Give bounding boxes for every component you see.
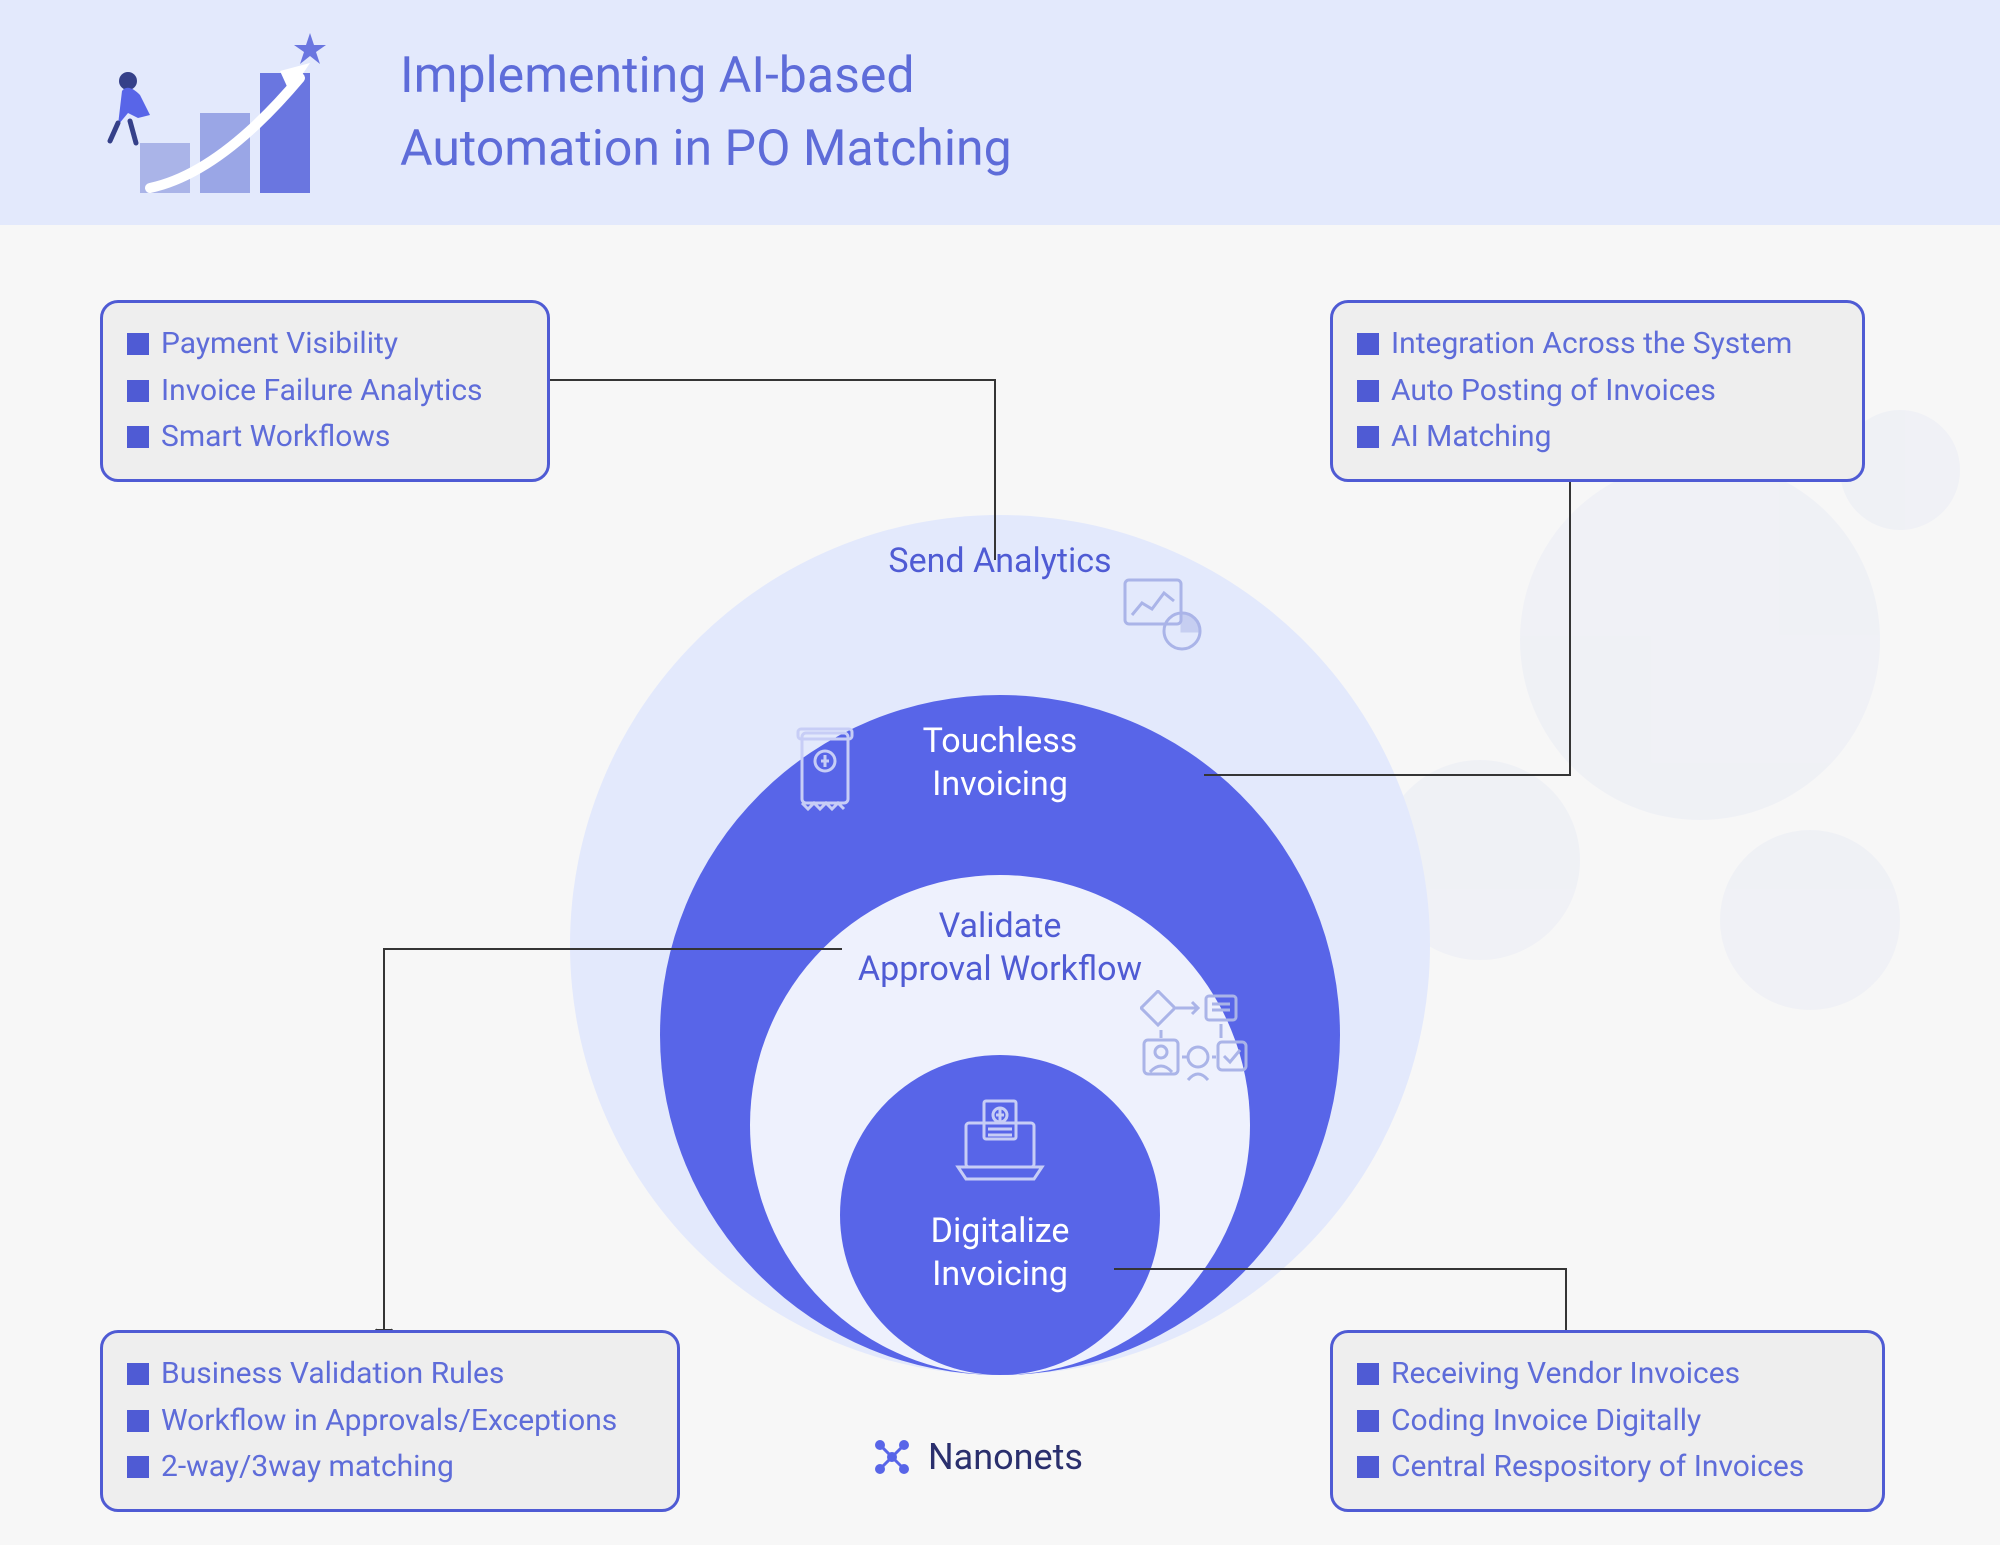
label-mid-1: Touchless <box>923 721 1078 761</box>
title-line-1: Implementing AI-based <box>400 47 915 105</box>
laptop-invoice-icon <box>950 1095 1050 1185</box>
callout-text: Coding Invoice Digitally <box>1391 1398 1701 1445</box>
callout-item: Invoice Failure Analytics <box>127 368 523 415</box>
callout-item: Central Respository of Invoices <box>1357 1444 1858 1491</box>
brand-icon <box>870 1435 914 1479</box>
callout-text: Central Respository of Invoices <box>1391 1444 1804 1491</box>
callout-item: Business Validation Rules <box>127 1351 653 1398</box>
callout-text: Smart Workflows <box>161 414 390 461</box>
callout-item: 2-way/3way matching <box>127 1444 653 1491</box>
workflow-icon <box>1140 990 1250 1090</box>
receipt-icon <box>790 725 860 815</box>
callout-text: Auto Posting of Invoices <box>1391 368 1716 415</box>
title-line-2: Automation in PO Matching <box>400 120 1012 178</box>
callout-text: AI Matching <box>1391 414 1551 461</box>
callout-item: AI Matching <box>1357 414 1838 461</box>
label-mid-2: Invoicing <box>932 764 1068 804</box>
callout-text: Business Validation Rules <box>161 1351 504 1398</box>
callout-bottom-left: Business Validation Rules Workflow in Ap… <box>100 1330 680 1512</box>
label-inner-1: Validate <box>939 906 1062 946</box>
callout-text: Integration Across the System <box>1391 321 1792 368</box>
callout-top-right: Integration Across the System Auto Posti… <box>1330 300 1865 482</box>
callout-bottom-right: Receiving Vendor Invoices Coding Invoice… <box>1330 1330 1885 1512</box>
diagram-area: Send Analytics Touchless Invoicing Valid… <box>0 225 2000 1545</box>
label-core-2: Invoicing <box>932 1254 1068 1294</box>
callout-item: Payment Visibility <box>127 321 523 368</box>
label-core: Digitalize Invoicing <box>880 1210 1120 1295</box>
growth-icon <box>100 23 360 203</box>
callout-top-left: Payment Visibility Invoice Failure Analy… <box>100 300 550 482</box>
callout-text: 2-way/3way matching <box>161 1444 454 1491</box>
page-title: Implementing AI-based Automation in PO M… <box>400 40 1012 185</box>
callout-item: Coding Invoice Digitally <box>1357 1398 1858 1445</box>
callout-text: Invoice Failure Analytics <box>161 368 483 415</box>
callout-text: Payment Visibility <box>161 321 398 368</box>
connector-tr <box>1200 455 1580 785</box>
callout-item: Receiving Vendor Invoices <box>1357 1351 1858 1398</box>
label-core-1: Digitalize <box>931 1211 1070 1251</box>
callout-item: Workflow in Approvals/Exceptions <box>127 1398 653 1445</box>
callout-item: Smart Workflows <box>127 414 523 461</box>
analytics-icon <box>1120 575 1210 655</box>
callout-text: Workflow in Approvals/Exceptions <box>161 1398 617 1445</box>
callout-item: Integration Across the System <box>1357 321 1838 368</box>
label-inner: Validate Approval Workflow <box>840 905 1160 990</box>
header: Implementing AI-based Automation in PO M… <box>0 0 2000 225</box>
brand: Nanonets <box>870 1435 1083 1479</box>
label-mid: Touchless Invoicing <box>880 720 1120 805</box>
brand-name: Nanonets <box>928 1436 1083 1478</box>
label-inner-2: Approval Workflow <box>858 949 1142 989</box>
callout-item: Auto Posting of Invoices <box>1357 368 1838 415</box>
connector-bl <box>370 945 850 1355</box>
callout-text: Receiving Vendor Invoices <box>1391 1351 1740 1398</box>
